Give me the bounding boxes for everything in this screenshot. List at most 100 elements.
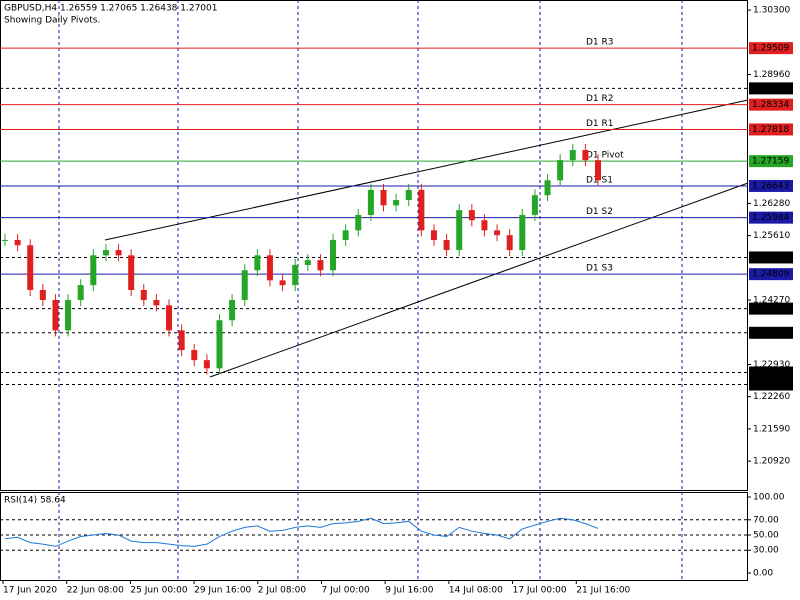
candle (292, 264, 299, 286)
candle (481, 220, 488, 231)
level-name: D1 Pivot (586, 151, 624, 161)
level-price: 1.25984 (752, 213, 789, 223)
candle (166, 305, 173, 331)
level-price: 1.29509 (752, 44, 789, 54)
candle (39, 289, 46, 301)
candle (557, 160, 564, 181)
y-tick-label: 1.25610 (753, 231, 790, 241)
level-name: D1 S1 (586, 175, 613, 185)
level-label-bg (749, 179, 793, 192)
chart-subtitle: Showing Daily Pivots. (4, 16, 100, 26)
candle (153, 300, 160, 306)
level-label-bg (749, 251, 793, 264)
level-price: 1.22514 (752, 380, 789, 390)
y-tick-label: 1.22260 (753, 392, 790, 402)
candle (443, 239, 450, 251)
level-price: 1.24809 (752, 270, 789, 280)
candle (544, 180, 551, 196)
candle (128, 255, 135, 290)
candle (191, 350, 198, 361)
candle (102, 250, 109, 256)
rsi-y-tick-label: 50.00 (753, 531, 779, 541)
level-label-bg (749, 98, 793, 111)
level-price: 1.25156 (752, 253, 789, 263)
candle (90, 255, 97, 286)
level-price: 1.23589 (752, 328, 789, 338)
candle (140, 289, 147, 301)
candle (380, 189, 387, 206)
candle (229, 300, 236, 321)
level-name: D1 S3 (586, 264, 613, 274)
main-panel (0, 0, 748, 491)
level-label-bg (749, 366, 793, 379)
level-label-bg (749, 155, 793, 168)
candle (531, 195, 538, 215)
candle (115, 250, 122, 256)
candle (178, 330, 185, 351)
y-tick-label: 1.21590 (753, 424, 790, 434)
level-label-bg (749, 211, 793, 224)
y-tick-label: 1.28960 (753, 70, 790, 80)
candle (2, 239, 8, 241)
x-tick-label: 21 Jul 16:00 (576, 586, 630, 596)
candle (367, 189, 374, 215)
x-tick-label: 25 Jun 00:00 (130, 586, 187, 596)
candle (27, 245, 34, 290)
candle (304, 260, 311, 265)
level-price: 1.28672 (752, 84, 789, 94)
candle (77, 285, 84, 301)
chart-title: GBPUSD,H4 1.26559 1.27065 1.26438 1.2700… (4, 4, 217, 14)
trendline (209, 182, 749, 378)
x-tick-label: 17 Jul 00:00 (513, 586, 567, 596)
candle (405, 189, 412, 201)
candle (456, 210, 463, 251)
candle (468, 210, 475, 221)
candle (393, 200, 400, 206)
rsi-y-tick-label: 100.00 (753, 493, 785, 503)
level-name: D1 S2 (586, 207, 613, 217)
level-name: D1 R2 (586, 94, 614, 104)
level-price: 1.27159 (752, 157, 789, 167)
level-label-bg (749, 326, 793, 339)
x-tick-label: 29 Jun 16:00 (194, 586, 251, 596)
candle (418, 189, 425, 231)
candle (203, 360, 210, 369)
x-tick-label: 2 Jul 08:00 (258, 586, 307, 596)
level-price: 1.28334 (752, 100, 789, 110)
candle (279, 280, 286, 286)
trendline (104, 99, 749, 241)
candle (582, 150, 589, 161)
candle (595, 160, 601, 181)
candle (52, 300, 59, 331)
level-price: 1.22763 (752, 368, 789, 378)
level-name: D1 R3 (586, 38, 614, 48)
x-tick-label: 9 Jul 16:00 (385, 586, 434, 596)
level-label-bg (749, 123, 793, 136)
x-tick-label: 17 Jun 2020 (3, 586, 57, 596)
x-tick-label: 22 Jun 08:00 (67, 586, 124, 596)
level-price: 1.27818 (752, 125, 789, 135)
level-price: 1.24092 (752, 304, 789, 314)
y-tick-label: 1.20920 (753, 457, 790, 467)
y-tick-label: 1.26280 (753, 199, 790, 209)
candle (330, 239, 337, 271)
grid-v (58, 0, 683, 580)
candle (317, 260, 324, 271)
candle (216, 320, 223, 369)
rsi-y-tick-label: 30.00 (753, 546, 779, 556)
y-tick-label: 1.22930 (753, 360, 790, 370)
candle (254, 255, 261, 271)
level-label-bg (749, 82, 793, 95)
candle (506, 235, 513, 251)
candle (569, 150, 576, 161)
x-tick-label: 14 Jul 08:00 (449, 586, 503, 596)
candle (494, 230, 501, 236)
rsi-y-tick-label: 0.00 (753, 569, 773, 579)
candle (519, 214, 526, 251)
y-tick-label: 1.24270 (753, 296, 790, 306)
x-tick-label: 7 Jul 00:00 (322, 586, 371, 596)
candle (241, 270, 248, 301)
rsi-panel (0, 492, 748, 581)
rsi-y-tick-label: 70.00 (753, 515, 779, 525)
